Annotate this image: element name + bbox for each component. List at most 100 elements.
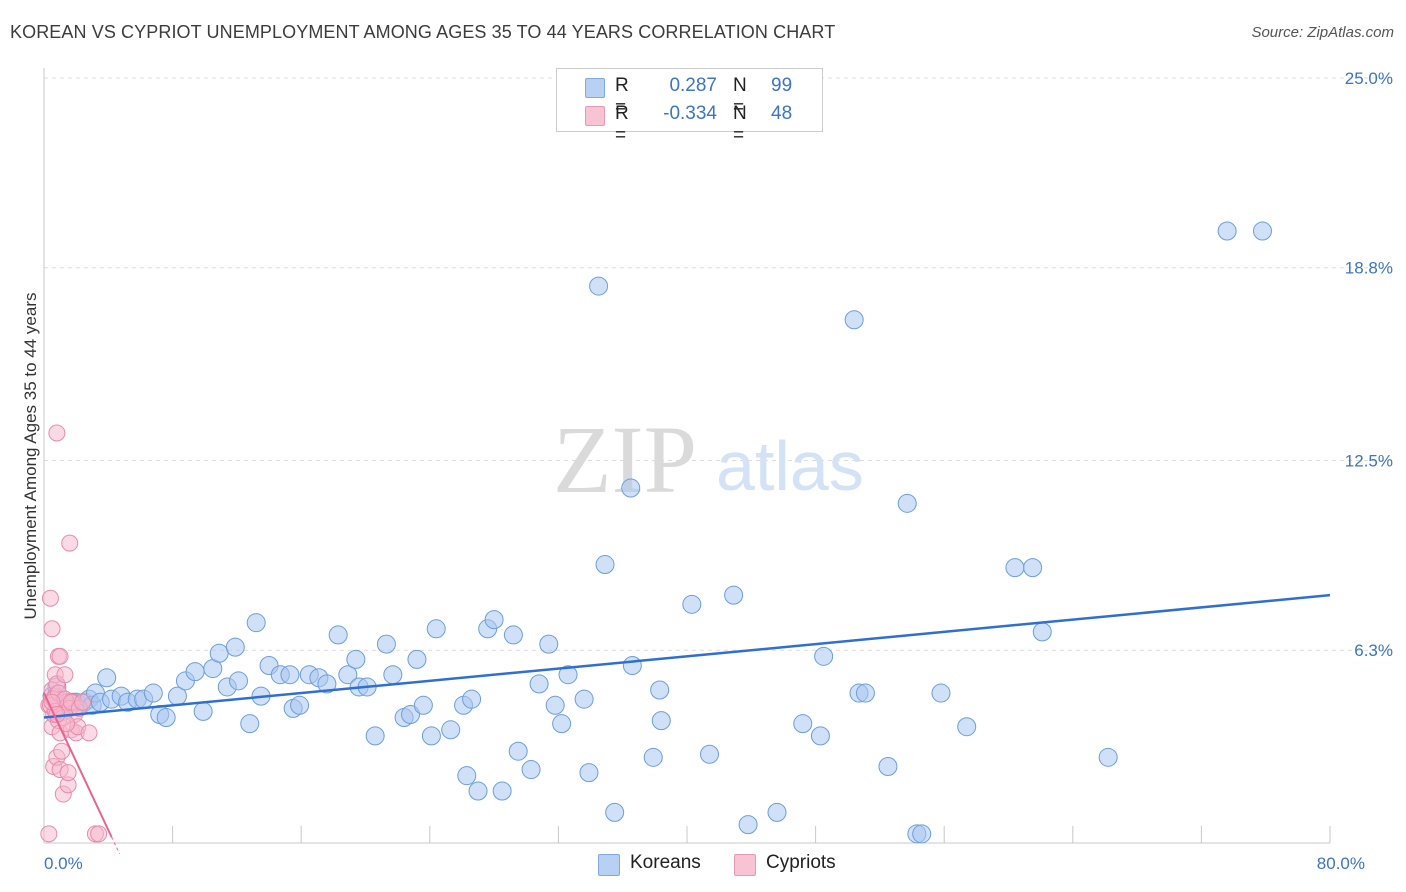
cypriots-legend-swatch (734, 854, 756, 876)
x-tick-label: 0.0% (44, 854, 83, 873)
cypriots-legend-label: Cypriots (766, 852, 836, 873)
cypriot-point (41, 589, 59, 607)
korean-point (651, 711, 671, 731)
stats-legend: R = 0.287 N = 99 R = -0.334 N = 48 (556, 68, 823, 146)
korean-point (579, 763, 599, 783)
korean-point (240, 714, 260, 734)
cypriot-r-value: -0.334 (663, 103, 717, 124)
korean-point (589, 276, 609, 296)
cypriot-n-label: N = (733, 103, 747, 146)
korean-point (246, 613, 266, 633)
korean-swatch (585, 78, 605, 98)
korean-point (621, 478, 641, 498)
chart-title: KOREAN VS CYPRIOT UNEMPLOYMENT AMONG AGE… (10, 22, 836, 42)
korean-point (338, 665, 358, 685)
korean-r-value: 0.287 (669, 75, 717, 96)
korean-point (290, 695, 310, 715)
korean-point (682, 594, 702, 614)
korean-point (605, 802, 625, 822)
trend-lines (43, 593, 1331, 854)
korean-point (407, 649, 427, 669)
cypriot-point (48, 424, 66, 442)
cypriot-r-label: R = (615, 103, 629, 146)
korean-point (484, 610, 504, 630)
cypriot-point (74, 693, 92, 711)
korean-point (1023, 558, 1043, 578)
korean-point (643, 747, 663, 767)
korean-point (346, 649, 366, 669)
y-tick-label: 18.8% (1345, 259, 1393, 278)
watermark-zip: ZIP (553, 406, 697, 513)
korean-point (229, 671, 249, 691)
cypriot-point (40, 825, 58, 843)
cypriot-point (61, 534, 79, 552)
cypriot-point (80, 724, 98, 742)
korean-point (574, 689, 594, 709)
cypriot-point (43, 620, 61, 638)
korean-point (143, 683, 163, 703)
korean-point (529, 674, 549, 694)
korean-point (462, 689, 482, 709)
korean-points (42, 221, 1272, 844)
y-axis-label: Unemployment Among Ages 35 to 44 years (21, 293, 40, 620)
korean-point (793, 714, 813, 734)
cypriot-trend-extension (111, 836, 121, 854)
korean-point (317, 674, 337, 694)
korean-point (441, 720, 461, 740)
x-tick-label: 80.0% (1317, 854, 1365, 873)
korean-point (1217, 221, 1237, 241)
source-label: Source: ZipAtlas.com (1251, 24, 1394, 41)
korean-trend-line (43, 593, 1331, 719)
korean-point (426, 619, 446, 639)
koreans-legend-swatch (598, 854, 620, 876)
korean-point (421, 726, 441, 746)
korean-point (1005, 558, 1025, 578)
korean-point (413, 695, 433, 715)
korean-point (401, 704, 421, 724)
tick-labels: 6.3% 12.5% 18.8% 25.0% 0.0% 80.0% (44, 69, 1393, 873)
korean-point (878, 757, 898, 776)
y-tick-label: 6.3% (1354, 641, 1393, 660)
cypriot-swatch (585, 106, 605, 126)
cypriot-point (51, 647, 69, 665)
cypriot-points (40, 424, 108, 843)
korean-point (468, 781, 488, 801)
korean-point (724, 585, 744, 605)
y-tick-label: 25.0% (1345, 69, 1393, 88)
korean-point (814, 646, 834, 666)
cypriot-point (59, 764, 77, 782)
korean-point (97, 668, 117, 688)
gridlines (44, 77, 1394, 651)
korean-point (185, 662, 205, 682)
korean-point (383, 665, 403, 685)
korean-point (897, 493, 917, 513)
korean-point (700, 744, 720, 764)
korean-point (844, 310, 864, 330)
korean-point (225, 637, 245, 657)
korean-point (209, 643, 229, 663)
korean-point (539, 634, 559, 654)
korean-point (545, 695, 565, 715)
korean-point (193, 701, 213, 721)
axes (43, 68, 1331, 844)
koreans-legend-label: Koreans (630, 852, 701, 873)
korean-point (957, 717, 977, 737)
korean-point (738, 815, 758, 835)
korean-point (1032, 622, 1052, 642)
cypriot-point (90, 825, 108, 843)
korean-point (503, 625, 523, 645)
y-tick-label: 12.5% (1345, 452, 1393, 471)
korean-point (810, 726, 830, 746)
korean-point (328, 625, 348, 645)
korean-point (1098, 747, 1118, 767)
korean-point (376, 634, 396, 654)
korean-point (595, 555, 615, 575)
korean-point (650, 680, 670, 700)
korean-point (912, 824, 932, 844)
korean-point (156, 708, 176, 728)
korean-point (552, 714, 572, 734)
korean-n-value: 99 (771, 75, 793, 96)
korean-point (558, 665, 578, 685)
cypriot-n-value: 48 (771, 103, 793, 124)
